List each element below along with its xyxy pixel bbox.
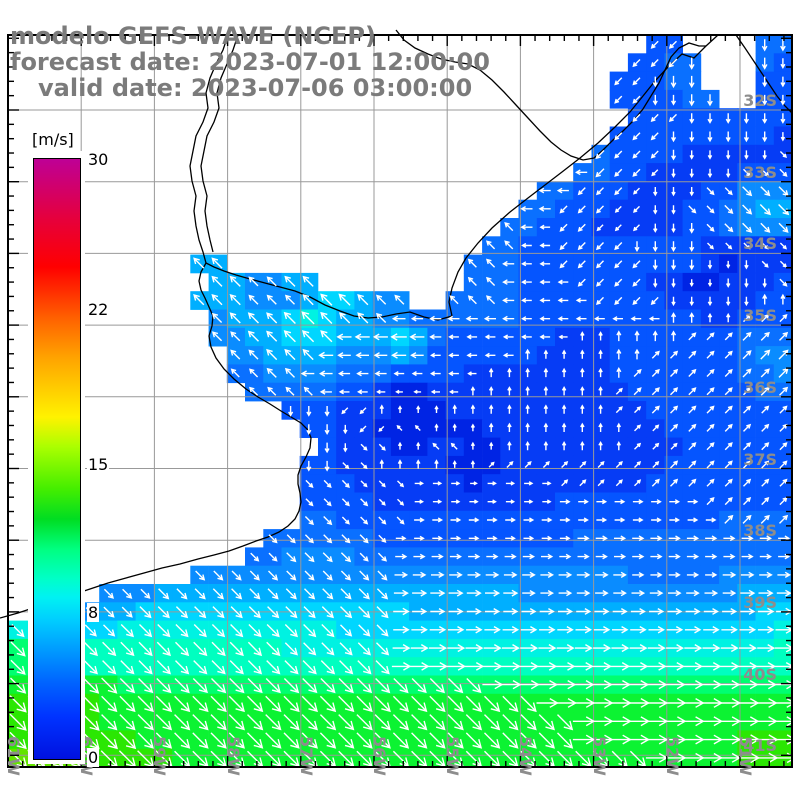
forecast-date-line: forecast date: 2023-07-01 12:00:00 bbox=[10, 48, 490, 76]
lat-label: 32S bbox=[743, 91, 777, 110]
lat-label: 36S bbox=[743, 377, 777, 397]
lon-label: 55W bbox=[443, 736, 463, 776]
lon-label: 61W bbox=[4, 736, 23, 776]
colorbar-gradient bbox=[33, 158, 81, 760]
colorbar-unit-label: [m/s] bbox=[30, 130, 76, 149]
lon-label: 59W bbox=[150, 736, 170, 776]
lat-label: 38S bbox=[743, 521, 777, 541]
colorbar-tick-label: 30 bbox=[87, 150, 110, 169]
lat-label: 40S bbox=[743, 664, 777, 684]
lat-label: 35S bbox=[743, 306, 777, 326]
lat-label: 39S bbox=[743, 592, 777, 612]
colorbar-tick-label: 0 bbox=[87, 748, 100, 767]
lat-label: 33S bbox=[743, 162, 777, 182]
colorbar-tick-label: 22 bbox=[87, 300, 110, 319]
lon-label: 58W bbox=[223, 736, 243, 776]
colorbar bbox=[28, 151, 85, 764]
lon-label: 54W bbox=[516, 736, 536, 776]
model-title: modelo GEFS-WAVE (NCEP) bbox=[10, 22, 376, 50]
lat-label: 34S bbox=[743, 234, 777, 254]
coastline-layer bbox=[0, 29, 793, 619]
lat-label: 37S bbox=[743, 449, 777, 469]
colorbar-tick-label: 8 bbox=[87, 603, 100, 622]
colorbar-tick-label: 15 bbox=[87, 455, 110, 474]
lon-label: 52W bbox=[662, 736, 682, 776]
lon-label: 53W bbox=[589, 736, 609, 776]
valid-date-line: valid date: 2023-07-06 03:00:00 bbox=[38, 74, 473, 102]
lon-label: 57W bbox=[296, 736, 316, 776]
lon-label: 56W bbox=[370, 736, 389, 776]
wave-speed-cells-layer bbox=[8, 35, 793, 768]
map-border-ticks-layer bbox=[7, 34, 793, 768]
lat-label: 41S bbox=[743, 736, 777, 756]
